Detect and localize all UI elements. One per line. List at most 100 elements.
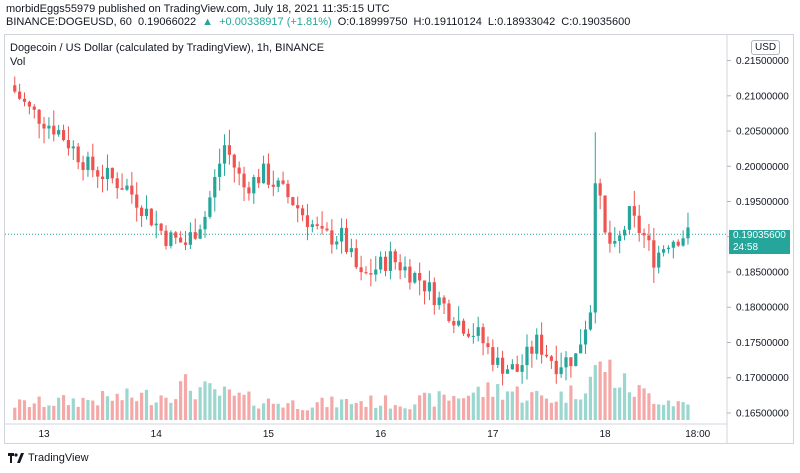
candle-body bbox=[603, 195, 607, 233]
volume-bar bbox=[188, 390, 192, 420]
volume-bar bbox=[540, 395, 544, 420]
volume-bar bbox=[666, 400, 671, 420]
volume-bar bbox=[115, 393, 119, 420]
volume-bar bbox=[657, 404, 661, 420]
volume-bar bbox=[618, 387, 622, 420]
candle-body bbox=[149, 208, 153, 226]
candle-body bbox=[661, 249, 666, 253]
volume-bar bbox=[408, 409, 412, 420]
x-tick-label: 17 bbox=[487, 429, 499, 440]
volume-bar bbox=[549, 402, 553, 420]
volume-bar bbox=[169, 402, 173, 420]
volume-bar bbox=[125, 388, 129, 420]
volume-bar bbox=[203, 381, 207, 420]
volume-bar bbox=[564, 402, 568, 420]
open-value: O:0.18999750 bbox=[337, 16, 408, 28]
candle-body bbox=[422, 280, 427, 292]
candle-body bbox=[461, 320, 466, 334]
candle-body bbox=[296, 205, 300, 209]
publish-info: morbidEggs55979 published on TradingView… bbox=[6, 3, 390, 15]
current-price-value: 0.19035600 bbox=[733, 230, 786, 241]
volume-bar bbox=[652, 403, 656, 420]
candle-body bbox=[496, 357, 500, 365]
volume-bar bbox=[71, 398, 75, 420]
volume-bar bbox=[642, 388, 646, 420]
candle-body bbox=[115, 178, 119, 189]
current-price-label: 0.19035600 24:58 bbox=[729, 230, 790, 254]
volume-bar bbox=[105, 396, 110, 420]
candle-body bbox=[579, 344, 583, 354]
price-change: +0.00338917 (+1.81%) bbox=[219, 16, 332, 28]
candle-body bbox=[647, 235, 651, 241]
volume-bar bbox=[47, 405, 51, 420]
volume-bar bbox=[583, 393, 588, 420]
candle-body bbox=[18, 91, 22, 99]
candle-body bbox=[227, 145, 232, 155]
candle-body bbox=[91, 156, 95, 171]
candle-body bbox=[393, 251, 397, 263]
candle-body bbox=[266, 163, 271, 185]
candle-body bbox=[252, 177, 256, 194]
volume-bar bbox=[261, 403, 266, 420]
y-tick-label: 0.16500000 bbox=[736, 408, 789, 419]
volume-bar bbox=[183, 374, 188, 420]
candle-body bbox=[232, 154, 236, 168]
candle-body bbox=[174, 232, 178, 238]
x-tick-label: 14 bbox=[151, 429, 163, 440]
volume-bar bbox=[37, 396, 41, 420]
x-tick-label: 18 bbox=[599, 429, 611, 440]
candle-body bbox=[120, 188, 124, 190]
volume-bar bbox=[266, 398, 271, 420]
candle-body bbox=[408, 266, 412, 283]
candle-body bbox=[110, 167, 114, 179]
chart-frame bbox=[4, 34, 794, 444]
volume-bar bbox=[427, 393, 432, 420]
volume-bar bbox=[335, 407, 339, 420]
volume-bar bbox=[437, 391, 441, 420]
candle-body bbox=[52, 125, 56, 135]
volume-bar bbox=[96, 405, 100, 420]
volume-bar bbox=[530, 392, 534, 420]
candle-body bbox=[471, 335, 475, 337]
candle-body bbox=[42, 123, 46, 129]
volume-bar bbox=[315, 402, 319, 420]
candle-body bbox=[349, 248, 353, 253]
candle-body bbox=[486, 343, 490, 348]
candle-body bbox=[61, 130, 66, 141]
volume-bar bbox=[491, 396, 495, 420]
candle-body bbox=[179, 237, 183, 243]
last-price: 0.19066022 bbox=[137, 16, 197, 28]
candle-body bbox=[515, 364, 519, 372]
y-tick-label: 0.21500000 bbox=[736, 56, 789, 67]
volume-bar bbox=[661, 404, 666, 420]
candle-body bbox=[627, 206, 632, 230]
candle-body bbox=[598, 183, 602, 196]
volume-bar bbox=[632, 396, 636, 420]
volume-bar bbox=[383, 395, 388, 420]
candle-body bbox=[203, 216, 207, 230]
candle-body bbox=[330, 230, 334, 245]
candle-body bbox=[476, 327, 480, 336]
candle-body bbox=[540, 334, 544, 355]
volume-bar bbox=[574, 399, 578, 420]
candle-body bbox=[66, 140, 71, 149]
volume-bar bbox=[398, 406, 402, 420]
tradingview-brand[interactable]: TradingView bbox=[8, 452, 89, 464]
close-value: C:0.19035600 bbox=[561, 16, 631, 28]
candle-body bbox=[242, 173, 246, 188]
currency-button[interactable]: USD bbox=[751, 40, 781, 55]
y-tick-label: 0.18000000 bbox=[736, 303, 789, 314]
volume-bar bbox=[403, 408, 407, 420]
candle-body bbox=[27, 101, 31, 107]
candle-body bbox=[135, 194, 139, 208]
volume-bar bbox=[593, 365, 597, 420]
volume-bar bbox=[18, 399, 22, 420]
candle-body bbox=[247, 187, 251, 194]
candle-body bbox=[305, 215, 310, 228]
volume-bar bbox=[418, 395, 422, 420]
candle-body bbox=[622, 229, 627, 236]
volume-bar bbox=[686, 404, 690, 420]
y-tick-label: 0.21000000 bbox=[736, 91, 789, 102]
candle-body bbox=[481, 327, 485, 344]
